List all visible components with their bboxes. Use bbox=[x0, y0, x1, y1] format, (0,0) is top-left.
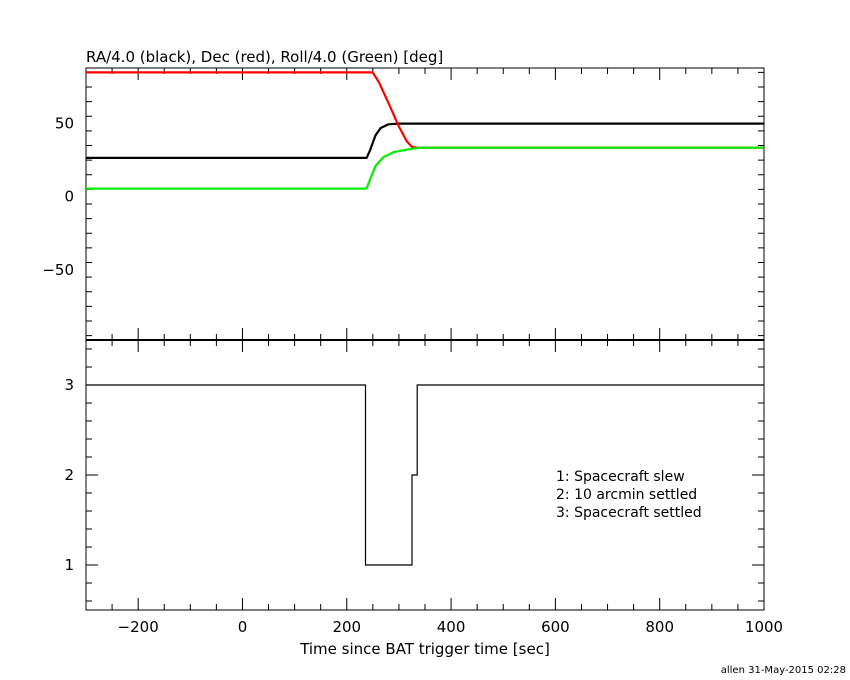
top-series-line-2 bbox=[86, 146, 764, 190]
x-tick-label: −200 bbox=[118, 618, 159, 636]
legend-annotation-1: 1: Spacecraft slew bbox=[556, 469, 685, 485]
bottom-y-tick-label: 1 bbox=[64, 556, 74, 574]
bottom-series-group bbox=[86, 384, 764, 566]
x-tick-label: 200 bbox=[332, 618, 361, 636]
top-panel-frame bbox=[85, 67, 765, 341]
bottom-y-tick-label: 2 bbox=[64, 466, 74, 484]
top-y-tick-label: −50 bbox=[42, 261, 74, 279]
x-tick-label: 400 bbox=[437, 618, 466, 636]
top-y-tick-label: 0 bbox=[64, 188, 74, 206]
x-tick-label: 800 bbox=[645, 618, 674, 636]
x-tick-label: 0 bbox=[238, 618, 248, 636]
top-series-line-1 bbox=[86, 71, 764, 149]
bottom-y-tick-label: 3 bbox=[64, 376, 74, 394]
top-series-line-0 bbox=[86, 122, 764, 159]
x-axis-label: Time since BAT trigger time [sec] bbox=[299, 640, 550, 658]
legend-annotation-2: 2: 10 arcmin settled bbox=[556, 487, 697, 503]
footer-stamp: allen 31-May-2015 02:28 bbox=[721, 665, 846, 676]
x-tick-label: 1000 bbox=[745, 618, 783, 636]
chart-title: RA/4.0 (black), Dec (red), Roll/4.0 (Gre… bbox=[86, 48, 443, 66]
top-axis-ticks: −50 0 50 bbox=[42, 68, 765, 340]
top-y-tick-label: 50 bbox=[55, 115, 74, 133]
bottom-step-line-0 bbox=[86, 384, 764, 566]
top-series-group bbox=[86, 71, 764, 190]
legend-annotation-3: 3: Spacecraft settled bbox=[556, 505, 702, 521]
x-tick-label: 600 bbox=[541, 618, 570, 636]
